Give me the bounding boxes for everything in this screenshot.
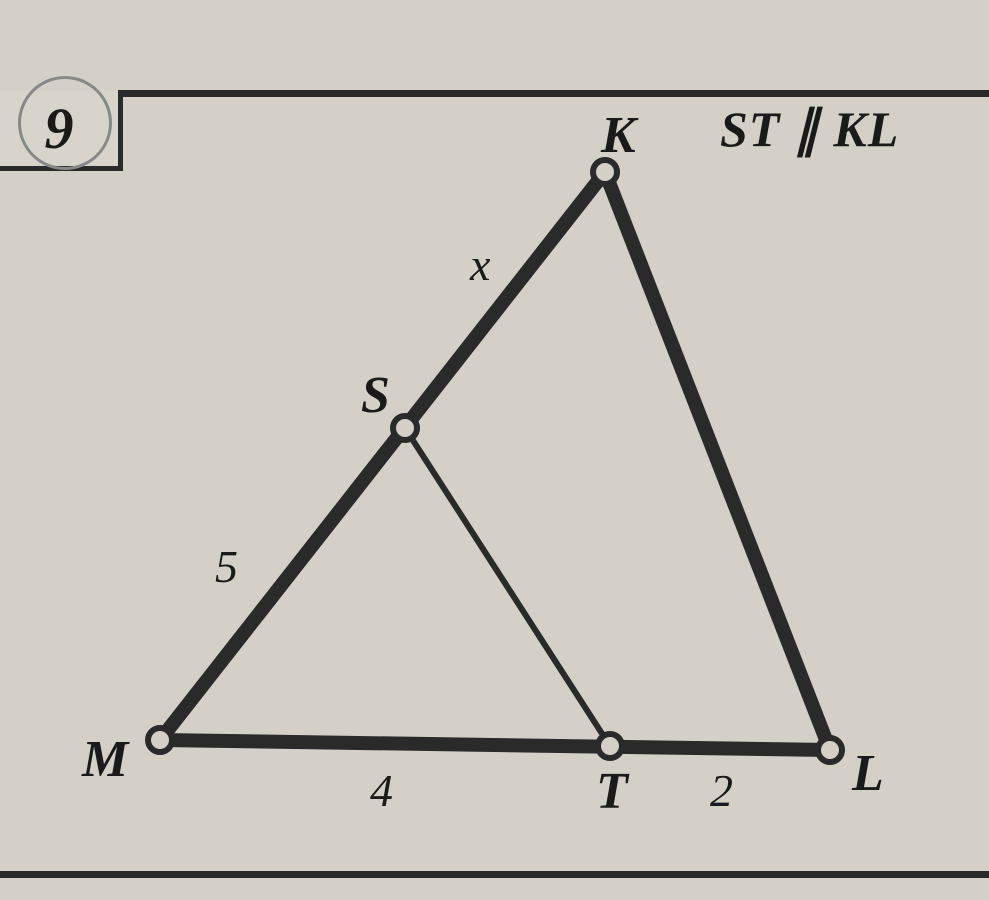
problem-number: 9 — [45, 95, 74, 162]
vertex-marker-T — [598, 734, 622, 758]
parallel-condition: ST ∥ KL — [720, 100, 899, 158]
segment-label-SK: x — [470, 238, 490, 291]
geometry-diagram: K M L S T x 5 4 2 ST ∥ KL — [80, 110, 930, 830]
segment-label-TL: 2 — [710, 764, 733, 817]
vertex-marker-S — [393, 416, 417, 440]
segment-label-MT: 4 — [370, 764, 393, 817]
edge-KL — [605, 172, 830, 750]
triangle-svg — [80, 110, 930, 830]
segment-label-MS: 5 — [215, 540, 238, 593]
vertex-marker-M — [148, 728, 172, 752]
vertex-label-S: S — [361, 366, 390, 425]
vertex-marker-L — [818, 738, 842, 762]
top-divider — [0, 90, 989, 97]
vertex-label-L: L — [852, 744, 884, 803]
vertex-label-K: K — [601, 106, 636, 165]
edge-ML — [160, 740, 830, 750]
edge-ST — [405, 428, 610, 746]
bottom-divider — [0, 871, 989, 878]
vertex-label-M: M — [82, 730, 128, 789]
vertex-label-T: T — [596, 762, 628, 821]
edge-MK — [160, 172, 605, 740]
